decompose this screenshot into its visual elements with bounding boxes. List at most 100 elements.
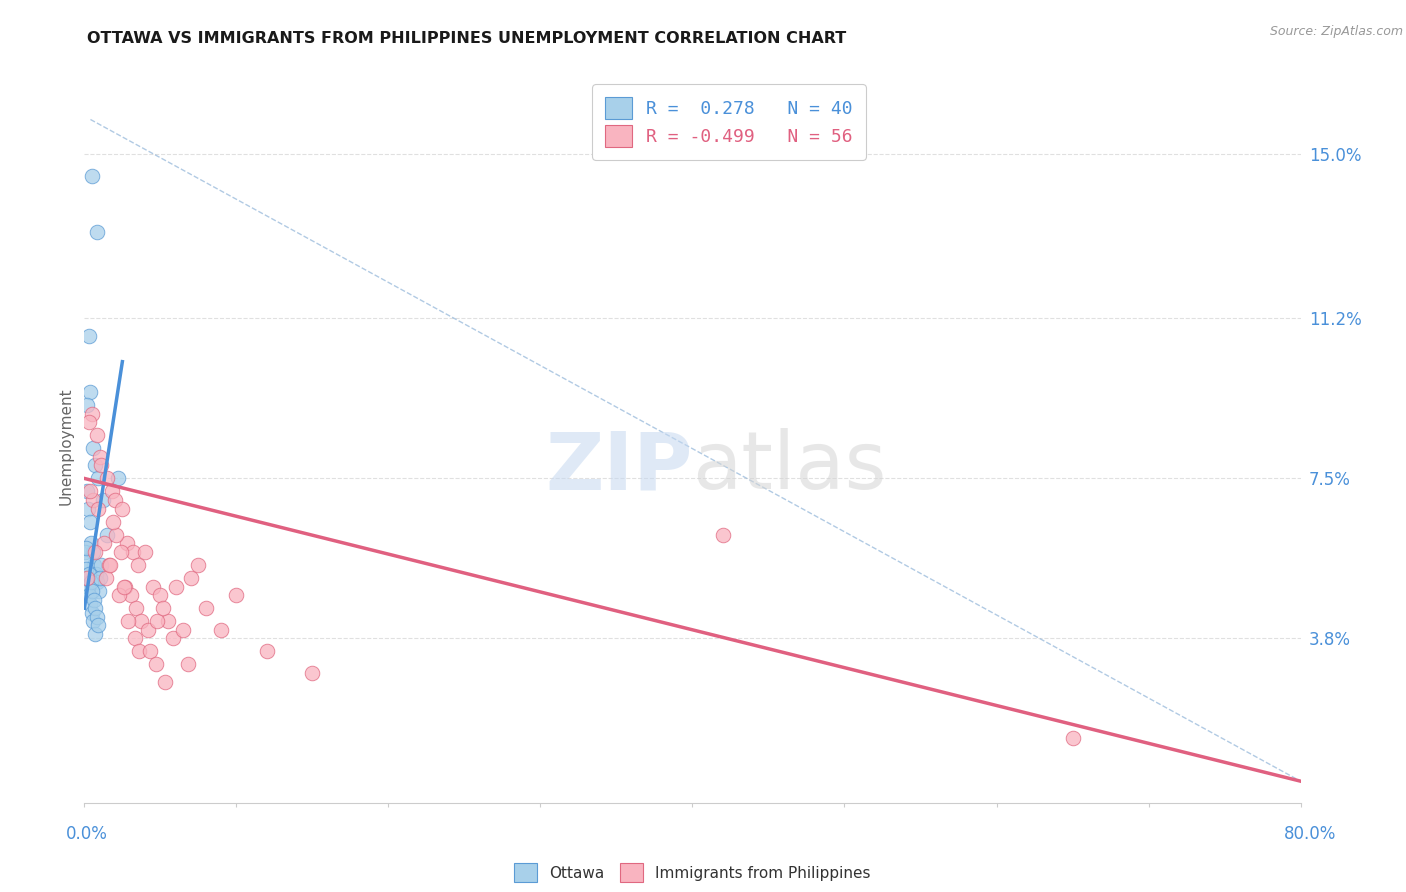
- Point: [89, 571, 111, 585]
- Point: [83, 627, 105, 641]
- Point: [115, 536, 138, 550]
- Point: [94, 571, 117, 585]
- Point: [112, 580, 135, 594]
- Point: [104, 493, 127, 508]
- Point: [76, 398, 98, 412]
- Point: [90, 558, 112, 572]
- Point: [75, 562, 97, 576]
- Point: [86, 610, 108, 624]
- Point: [75, 545, 97, 559]
- Point: [79, 384, 101, 399]
- Point: [156, 614, 179, 628]
- Point: [76, 580, 98, 594]
- Point: [128, 644, 150, 658]
- Point: [114, 580, 136, 594]
- Point: [84, 601, 107, 615]
- Point: [152, 601, 174, 615]
- Point: [82, 545, 104, 559]
- Point: [91, 493, 114, 508]
- Legend: Ottawa, Immigrants from Philippines: Ottawa, Immigrants from Philippines: [508, 857, 877, 888]
- Point: [83, 558, 105, 572]
- Point: [80, 606, 103, 620]
- Point: [149, 588, 172, 602]
- Point: [145, 657, 167, 672]
- Point: [1062, 731, 1084, 745]
- Text: Source: ZipAtlas.com: Source: ZipAtlas.com: [1270, 25, 1403, 38]
- Point: [138, 644, 160, 658]
- Point: [77, 566, 100, 581]
- Point: [146, 614, 169, 628]
- Point: [84, 458, 107, 473]
- Point: [127, 558, 149, 572]
- Point: [98, 558, 121, 572]
- Point: [77, 328, 100, 343]
- Point: [77, 415, 100, 429]
- Point: [711, 527, 734, 541]
- Point: [162, 632, 184, 646]
- Point: [142, 580, 165, 594]
- Text: atlas: atlas: [693, 428, 887, 507]
- Point: [103, 515, 125, 529]
- Point: [86, 225, 108, 239]
- Point: [82, 614, 104, 628]
- Point: [82, 493, 104, 508]
- Point: [84, 566, 107, 581]
- Point: [87, 618, 110, 632]
- Point: [89, 450, 111, 464]
- Point: [122, 545, 145, 559]
- Point: [180, 571, 202, 585]
- Point: [301, 666, 323, 681]
- Point: [177, 657, 200, 672]
- Point: [79, 515, 101, 529]
- Point: [129, 614, 152, 628]
- Point: [77, 588, 100, 602]
- Point: [107, 471, 129, 485]
- Point: [105, 527, 128, 541]
- Point: [172, 623, 194, 637]
- Point: [93, 536, 115, 550]
- Point: [165, 580, 187, 594]
- Point: [111, 501, 134, 516]
- Point: [195, 601, 218, 615]
- Point: [76, 484, 98, 499]
- Point: [110, 545, 132, 559]
- Point: [225, 588, 247, 602]
- Point: [136, 623, 159, 637]
- Point: [87, 501, 110, 516]
- Point: [90, 458, 112, 473]
- Text: 80.0%: 80.0%: [1284, 825, 1337, 843]
- Point: [75, 553, 97, 567]
- Point: [134, 545, 156, 559]
- Point: [75, 541, 97, 555]
- Point: [80, 407, 103, 421]
- Point: [87, 583, 110, 598]
- Point: [79, 597, 101, 611]
- Point: [83, 592, 105, 607]
- Point: [117, 614, 139, 628]
- Point: [209, 623, 232, 637]
- Point: [124, 632, 146, 646]
- Point: [96, 527, 118, 541]
- Point: [76, 571, 98, 585]
- Point: [125, 601, 148, 615]
- Point: [86, 575, 108, 590]
- Point: [121, 588, 143, 602]
- Point: [82, 583, 104, 598]
- Point: [97, 558, 120, 572]
- Text: ZIP: ZIP: [546, 428, 693, 507]
- Point: [87, 471, 110, 485]
- Point: [80, 169, 103, 183]
- Point: [79, 484, 101, 499]
- Point: [84, 545, 107, 559]
- Point: [80, 575, 103, 590]
- Y-axis label: Unemployment: Unemployment: [58, 387, 73, 505]
- Point: [77, 501, 100, 516]
- Point: [153, 674, 176, 689]
- Text: OTTAWA VS IMMIGRANTS FROM PHILIPPINES UNEMPLOYMENT CORRELATION CHART: OTTAWA VS IMMIGRANTS FROM PHILIPPINES UN…: [87, 31, 846, 46]
- Point: [82, 441, 104, 455]
- Point: [187, 558, 209, 572]
- Point: [96, 471, 118, 485]
- Point: [108, 588, 131, 602]
- Text: 0.0%: 0.0%: [66, 825, 108, 843]
- Point: [100, 484, 122, 499]
